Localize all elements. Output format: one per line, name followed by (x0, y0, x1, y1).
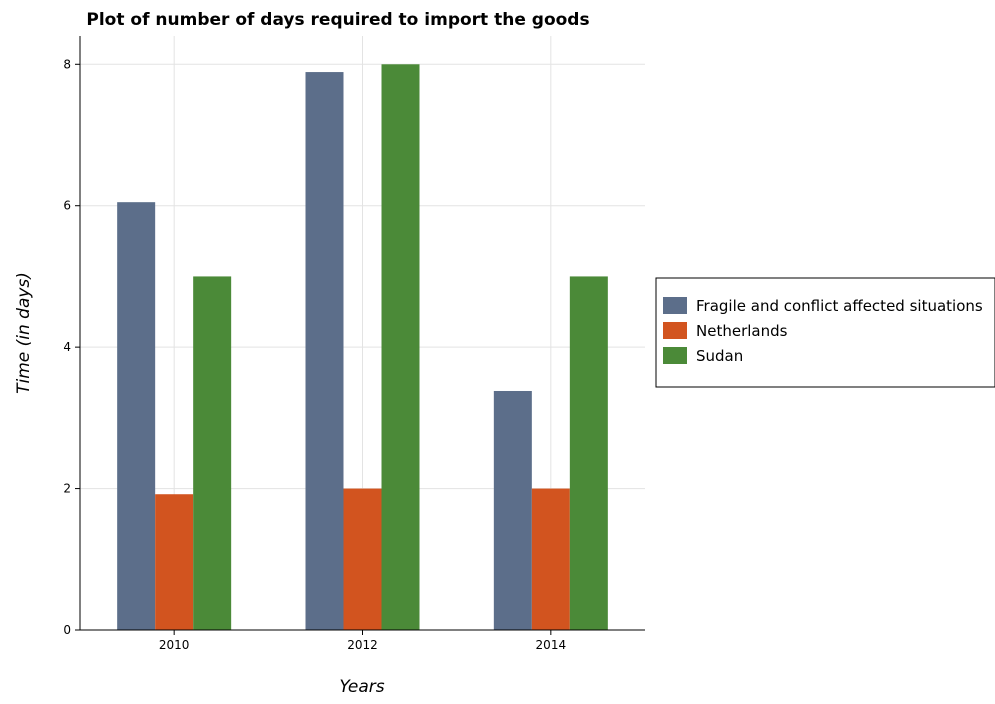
legend-label: Sudan (696, 347, 743, 365)
legend-label: Fragile and conflict affected situations (696, 297, 983, 315)
x-axis-label: Years (339, 677, 384, 697)
x-tick-label: 2012 (347, 638, 378, 652)
bar-fragile-and-conflict-affected-situations-2014 (493, 390, 532, 630)
bar-sudan-2012 (381, 64, 420, 631)
bar-netherlands-2014 (531, 488, 570, 630)
legend: Fragile and conflict affected situations… (655, 277, 995, 388)
bars (117, 64, 608, 631)
y-tick-label: 8 (63, 57, 71, 71)
y-tick-label: 4 (63, 340, 71, 354)
y-tick-label: 2 (63, 482, 71, 496)
legend-swatch (663, 297, 687, 314)
y-axis-label: Time (in days) (14, 272, 34, 394)
bar-netherlands-2012 (343, 488, 382, 630)
x-tick-label: 2014 (536, 638, 567, 652)
y-tick-label: 0 (63, 623, 71, 637)
bar-sudan-2010 (193, 276, 232, 630)
bar-netherlands-2010 (155, 494, 194, 630)
legend-swatch (663, 347, 687, 364)
y-tick-label: 6 (63, 199, 71, 213)
bar-fragile-and-conflict-affected-situations-2010 (117, 202, 156, 630)
ticks: 0 2 4 6 8 2010 2012 2014 (63, 57, 566, 652)
x-tick-label: 2010 (159, 638, 190, 652)
legend-box (655, 277, 995, 388)
legend-label: Netherlands (696, 322, 788, 340)
chart-title: Plot of number of days required to impor… (86, 10, 589, 30)
grid (80, 36, 645, 631)
bar-sudan-2014 (569, 276, 608, 630)
legend-swatch (663, 322, 687, 339)
bar-fragile-and-conflict-affected-situations-2012 (305, 72, 344, 631)
